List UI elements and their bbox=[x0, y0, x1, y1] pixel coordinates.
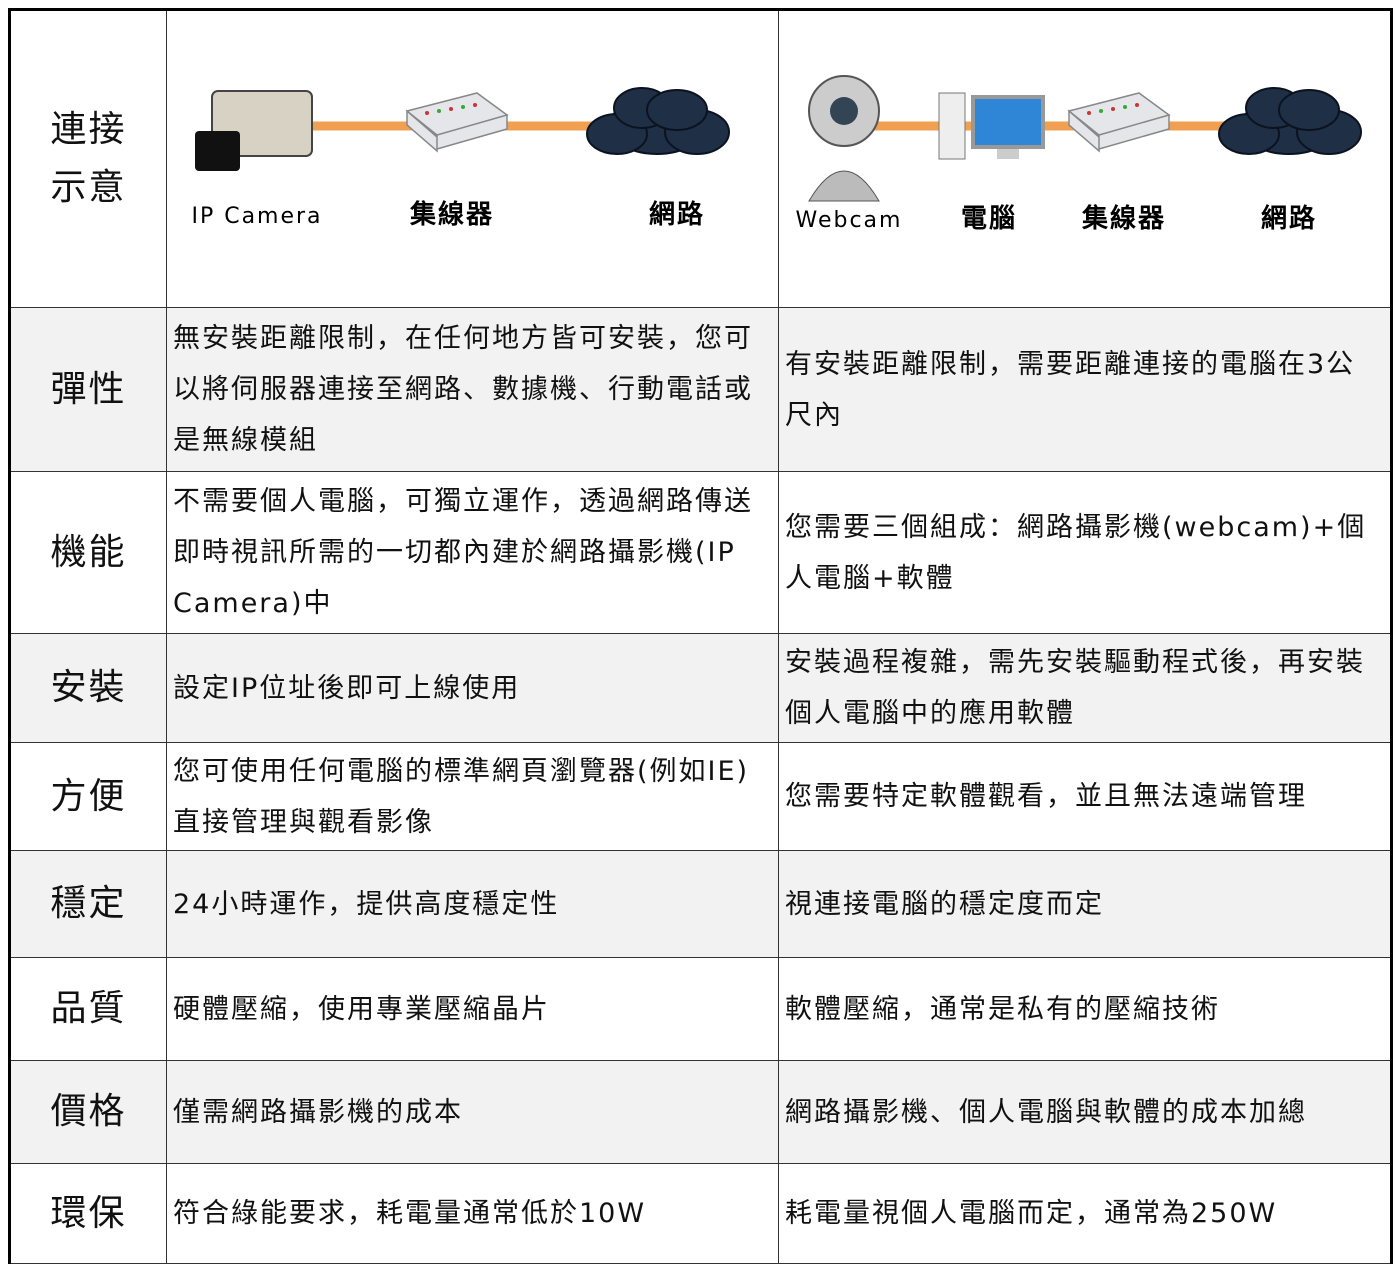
cell-text: 安裝過程複雜，需先安裝驅動程式後，再安裝個人電腦中的應用軟體 bbox=[785, 647, 1365, 729]
pc-screen bbox=[971, 95, 1045, 149]
table-row: 彈性 無安裝距離限制，在任何地方皆可安裝，您可以將伺服器連接至網路、數據機、行動電… bbox=[9, 307, 1392, 472]
diagram-label: 集線器 bbox=[1081, 203, 1166, 234]
row-label-cell: 連接示意 bbox=[9, 9, 167, 308]
row-label-cell: 安裝 bbox=[9, 633, 167, 743]
cell-text: 軟體壓縮，通常是私有的壓縮技術 bbox=[785, 993, 1220, 1025]
cell-text: 您需要特定軟體觀看，並且無法遠端管理 bbox=[785, 781, 1307, 812]
connection-diagram: IP Camera 集線器 網路 bbox=[191, 87, 730, 230]
content-cell: 您需要特定軟體觀看，並且無法遠端管理 bbox=[778, 742, 1392, 851]
cloud-part bbox=[1278, 89, 1340, 131]
row-label: 彈性 bbox=[50, 368, 127, 410]
row-label-cell: 價格 bbox=[9, 1060, 167, 1164]
table-row: 穩定 24小時運作，提供高度穩定性 視連接電腦的穩定度而定 bbox=[9, 850, 1392, 958]
cell-text: 24小時運作，提供高度穩定性 bbox=[173, 888, 560, 920]
diagram-label: Webcam bbox=[796, 208, 903, 233]
cell-text: 硬體壓縮，使用專業壓縮晶片 bbox=[173, 993, 550, 1025]
content-cell: IP Camera 集線器 網路 bbox=[166, 9, 779, 308]
diagram-label: 電腦 bbox=[961, 204, 1017, 234]
cell-text: 您需要三個組成：網路攝影機(webcam)+個人電腦+軟體 bbox=[785, 511, 1367, 594]
diagram-label: 網路 bbox=[1261, 203, 1317, 234]
row-label: 安裝 bbox=[50, 667, 127, 708]
table-row: 品質 硬體壓縮，使用專業壓縮晶片 軟體壓縮，通常是私有的壓縮技術 bbox=[9, 957, 1392, 1061]
pc-stand bbox=[997, 149, 1019, 159]
content-cell: 無安裝距離限制，在任何地方皆可安裝，您可以將伺服器連接至網路、數據機、行動電話或… bbox=[166, 307, 779, 472]
cell-text: 網路攝影機、個人電腦與軟體的成本加總 bbox=[785, 1096, 1307, 1128]
hub-led bbox=[425, 111, 429, 115]
content-cell: 24小時運作，提供高度穩定性 bbox=[166, 850, 779, 958]
row-label-cell: 方便 bbox=[9, 742, 167, 851]
content-cell: 有安裝距離限制，需要距離連接的電腦在3公尺內 bbox=[778, 307, 1392, 472]
table-row: 連接示意 IP Camera 集線器 網路 Webcam 電腦 集線器 網路 bbox=[9, 9, 1392, 308]
row-label-cell: 環保 bbox=[9, 1163, 167, 1264]
webcam-lens bbox=[830, 97, 858, 125]
connection-diagram: Webcam 電腦 集線器 網路 bbox=[796, 75, 1362, 234]
row-label: 價格 bbox=[50, 1091, 127, 1132]
diagram-label: 集線器 bbox=[409, 199, 494, 230]
comparison-table: 連接示意 IP Camera 集線器 網路 Webcam 電腦 集線器 網路彈性 無安裝距離限制… bbox=[8, 8, 1393, 1264]
content-cell: 符合綠能要求，耗電量通常低於10W bbox=[166, 1163, 779, 1264]
content-cell: 您可使用任何電腦的標準網頁瀏覽器(例如IE)直接管理與觀看影像 bbox=[166, 742, 779, 851]
hub-led bbox=[473, 103, 477, 107]
content-cell: 您需要三個組成：網路攝影機(webcam)+個人電腦+軟體 bbox=[778, 471, 1392, 634]
cell-text: 符合綠能要求，耗電量通常低於10W bbox=[173, 1198, 647, 1229]
table-row: 方便 您可使用任何電腦的標準網頁瀏覽器(例如IE)直接管理與觀看影像 您需要特定軟體… bbox=[9, 742, 1392, 851]
cloud-icon bbox=[1218, 87, 1362, 155]
row-label-cell: 機能 bbox=[9, 471, 167, 634]
row-label: 品質 bbox=[50, 988, 127, 1029]
hub-led bbox=[1111, 107, 1115, 111]
webcam-base bbox=[808, 170, 880, 202]
table-row: 安裝 設定IP位址後即可上線使用 安裝過程複雜，需先安裝驅動程式後，再安裝個人電腦中… bbox=[9, 633, 1392, 743]
cell-text: 耗電量視個人電腦而定，通常為250W bbox=[785, 1198, 1278, 1229]
cell-text: 不需要個人電腦，可獨立運作，透過網路傳送即時視訊所需的一切都內建於網路攝影機(I… bbox=[173, 486, 753, 619]
table-row: 機能 不需要個人電腦，可獨立運作，透過網路傳送即時視訊所需的一切都內建於網路攝影機… bbox=[9, 471, 1392, 634]
row-label: 機能 bbox=[50, 531, 127, 573]
content-cell: 硬體壓縮，使用專業壓縮晶片 bbox=[166, 957, 779, 1061]
hub-icon bbox=[405, 92, 509, 153]
content-cell: 僅需網路攝影機的成本 bbox=[166, 1060, 779, 1164]
table-row: 價格 僅需網路攝影機的成本 網路攝影機、個人電腦與軟體的成本加總 bbox=[9, 1060, 1392, 1164]
content-cell: 軟體壓縮，通常是私有的壓縮技術 bbox=[778, 957, 1392, 1061]
row-label-cell: 穩定 bbox=[9, 850, 167, 958]
content-cell: 耗電量視個人電腦而定，通常為250W bbox=[778, 1163, 1392, 1264]
row-label: 方便 bbox=[50, 775, 127, 817]
content-cell: 安裝過程複雜，需先安裝驅動程式後，再安裝個人電腦中的應用軟體 bbox=[778, 633, 1392, 743]
hub-led bbox=[1123, 105, 1127, 109]
cell-text: 無安裝距離限制，在任何地方皆可安裝，您可以將伺服器連接至網路、數據機、行動電話或… bbox=[173, 323, 753, 456]
content-cell: 網路攝影機、個人電腦與軟體的成本加總 bbox=[778, 1060, 1392, 1164]
pc-tower bbox=[938, 92, 966, 160]
cloud-part bbox=[646, 89, 708, 131]
row-label: 連接示意 bbox=[50, 109, 127, 208]
content-cell: Webcam 電腦 集線器 網路 bbox=[778, 9, 1392, 308]
table-row: 環保 符合綠能要求，耗電量通常低於10W 耗電量視個人電腦而定，通常為250W bbox=[9, 1163, 1392, 1264]
table-body: 連接示意 IP Camera 集線器 網路 Webcam 電腦 集線器 網路彈性 無安裝距離限制… bbox=[9, 9, 1392, 1264]
hub-led bbox=[1135, 103, 1139, 107]
content-cell: 設定IP位址後即可上線使用 bbox=[166, 633, 779, 743]
hub-led bbox=[449, 107, 453, 111]
row-label-cell: 品質 bbox=[9, 957, 167, 1061]
content-cell: 不需要個人電腦，可獨立運作，透過網路傳送即時視訊所需的一切都內建於網路攝影機(I… bbox=[166, 471, 779, 634]
cell-text: 設定IP位址後即可上線使用 bbox=[173, 672, 521, 704]
cell-text: 您可使用任何電腦的標準網頁瀏覽器(例如IE)直接管理與觀看影像 bbox=[173, 755, 750, 838]
hub-led bbox=[1087, 111, 1091, 115]
content-cell: 視連接電腦的穩定度而定 bbox=[778, 850, 1392, 958]
cell-text: 視連接電腦的穩定度而定 bbox=[785, 888, 1104, 920]
camera-lens bbox=[195, 131, 240, 171]
row-label: 穩定 bbox=[50, 883, 127, 924]
row-label: 環保 bbox=[50, 1192, 127, 1234]
hub-led bbox=[437, 109, 441, 113]
cell-text: 有安裝距離限制，需要距離連接的電腦在3公尺內 bbox=[785, 348, 1356, 431]
row-label-cell: 彈性 bbox=[9, 307, 167, 472]
cloud-icon bbox=[586, 87, 730, 155]
hub-led bbox=[461, 105, 465, 109]
cell-text: 僅需網路攝影機的成本 bbox=[173, 1096, 463, 1128]
hub-led bbox=[1099, 109, 1103, 113]
diagram-label: IP Camera bbox=[191, 204, 322, 229]
diagram-label: 網路 bbox=[649, 199, 705, 230]
hub-icon bbox=[1067, 92, 1171, 153]
